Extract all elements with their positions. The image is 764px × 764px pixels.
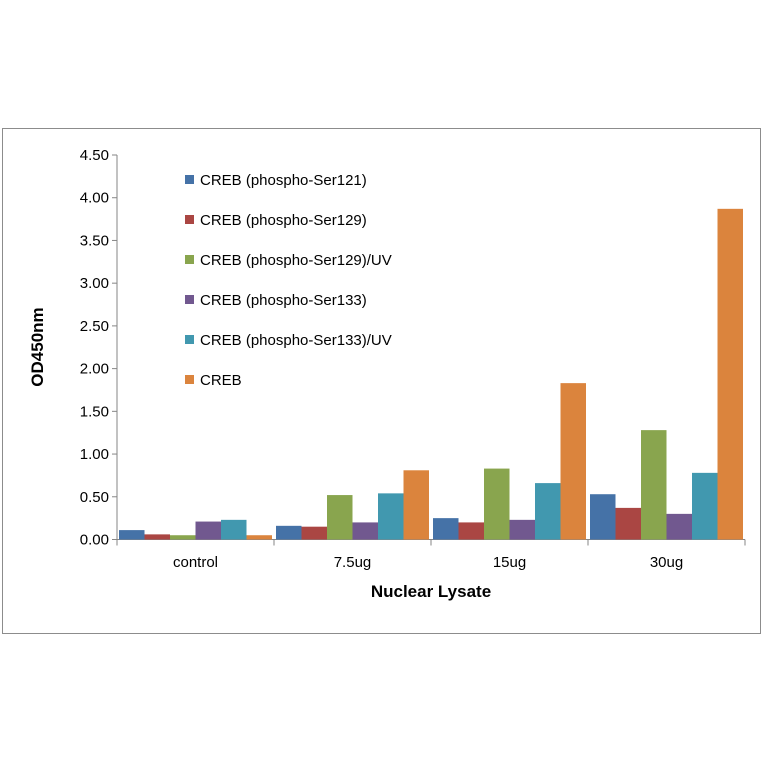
x-axis-title: Nuclear Lysate xyxy=(371,582,491,601)
bar xyxy=(615,507,641,540)
x-tick-label: 30ug xyxy=(650,554,683,571)
x-tick-label: 15ug xyxy=(493,554,526,571)
bar xyxy=(119,530,145,540)
y-tick-label: 2.00 xyxy=(80,361,109,378)
y-tick-label: 2.50 xyxy=(80,318,109,335)
legend-label: CREB (phospho-Ser121) xyxy=(200,172,367,189)
bar xyxy=(170,535,196,540)
bar xyxy=(535,483,561,540)
bar xyxy=(509,519,535,540)
bar xyxy=(484,468,510,540)
x-tick-label: control xyxy=(173,554,218,571)
legend-swatch xyxy=(185,375,194,384)
bar xyxy=(352,522,378,540)
bar xyxy=(403,470,429,540)
bar xyxy=(666,513,692,540)
bar xyxy=(144,534,170,540)
legend-label: CREB (phospho-Ser129) xyxy=(200,212,367,229)
y-tick-label: 4.50 xyxy=(80,147,109,164)
y-tick-label: 4.00 xyxy=(80,190,109,207)
bar xyxy=(458,522,484,540)
y-tick-label: 0.00 xyxy=(80,532,109,549)
y-tick-label: 3.00 xyxy=(80,275,109,292)
y-tick-label: 3.50 xyxy=(80,232,109,249)
legend-swatch xyxy=(185,255,194,264)
bar xyxy=(246,535,272,540)
chart-frame xyxy=(2,128,761,634)
bar xyxy=(221,519,247,540)
x-tick-label: 7.5ug xyxy=(334,554,372,571)
legend-label: CREB xyxy=(200,372,242,389)
legend-label: CREB (phospho-Ser133) xyxy=(200,292,367,309)
bar xyxy=(301,526,327,540)
legend-label: CREB (phospho-Ser129)/UV xyxy=(200,252,392,269)
bar xyxy=(590,494,616,540)
bar xyxy=(378,493,404,540)
y-tick-label: 1.00 xyxy=(80,446,109,463)
legend-swatch xyxy=(185,215,194,224)
bar xyxy=(560,383,586,540)
bar xyxy=(717,208,743,540)
legend-swatch xyxy=(185,175,194,184)
bar xyxy=(641,430,667,540)
y-axis-title: OD450nm xyxy=(28,307,47,386)
bar xyxy=(276,525,302,540)
legend-swatch xyxy=(185,295,194,304)
bar xyxy=(692,472,718,540)
y-tick-label: 1.50 xyxy=(80,403,109,420)
bar xyxy=(195,521,221,540)
bar xyxy=(327,495,353,540)
legend-swatch xyxy=(185,335,194,344)
bar xyxy=(433,518,459,540)
y-tick-label: 0.50 xyxy=(80,489,109,506)
legend-label: CREB (phospho-Ser133)/UV xyxy=(200,332,392,349)
